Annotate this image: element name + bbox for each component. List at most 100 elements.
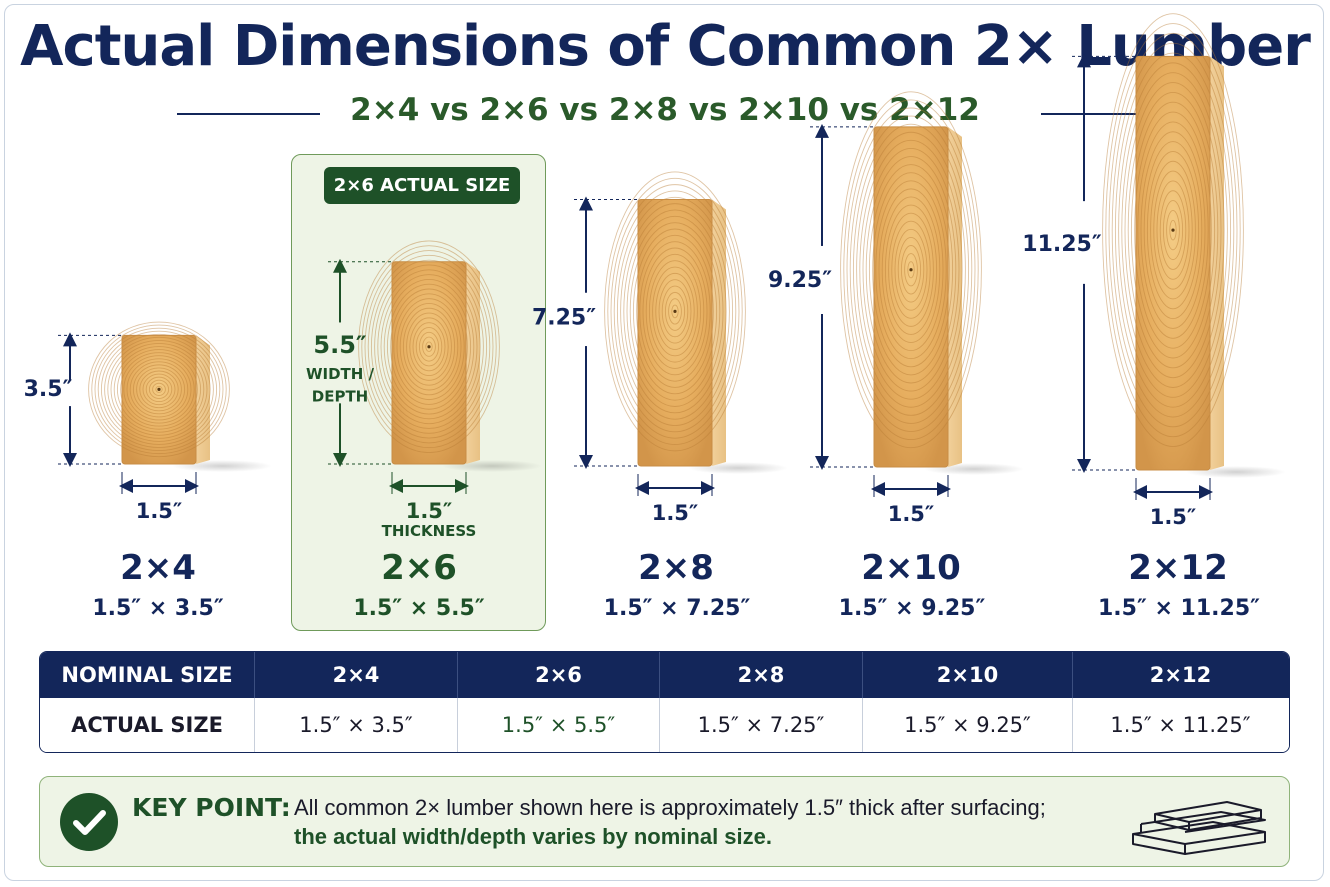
lumber-diagram: 3.5″1.5″5.5″WIDTH /DEPTH1.5″THICKNESS7.2… [24, 13, 1286, 540]
growth-ring [888, 212, 934, 327]
board-side [466, 261, 480, 464]
growth-ring [152, 382, 166, 396]
subtitle-rule-left [177, 113, 320, 115]
table-header-cell: 2×8 [660, 652, 863, 698]
growth-ring [402, 307, 456, 386]
growth-ring [868, 164, 954, 376]
height-label: 11.25″ [1022, 232, 1102, 257]
growth-ring [891, 220, 931, 319]
subtitle-rule-right [1041, 113, 1149, 115]
table-cell: 1.5″ × 11.25″ [1110, 713, 1251, 737]
key-point-text-line1: All common 2× lumber shown here is appro… [294, 795, 1046, 820]
growth-ring [856, 131, 966, 408]
growth-ring [380, 274, 478, 420]
board-end-grain [874, 126, 948, 468]
table-header-row: NOMINAL SIZE 2×4 2×6 2×8 2×10 2×12 [40, 652, 1289, 698]
growth-ring [872, 172, 950, 368]
growth-ring [132, 364, 186, 415]
growth-ring [113, 346, 205, 433]
board-size-2x4: 1.5″ × 3.5″ [92, 596, 224, 621]
table-header-label: NOMINAL SIZE [40, 652, 255, 698]
growth-ring [907, 261, 915, 279]
growth-ring [120, 352, 198, 427]
board-pith [1171, 228, 1175, 232]
growth-ring [1162, 200, 1184, 261]
table-header-cell: 2×4 [255, 652, 458, 698]
growth-ring [878, 188, 944, 352]
table-header-cell: 2×6 [458, 652, 660, 698]
table-row: ACTUAL SIZE 1.5″ × 3.5″ 1.5″ × 5.5″ 1.5″… [40, 698, 1289, 752]
board-pith [909, 268, 913, 272]
key-point-label: KEY POINT: [132, 793, 291, 822]
table-header-cell: 2×10 [863, 652, 1073, 698]
board-size-2x6: 1.5″ × 5.5″ [353, 596, 485, 621]
board-side [948, 126, 962, 468]
growth-ring [846, 107, 976, 432]
table-cell: 1.5″ × 9.25″ [863, 698, 1073, 752]
board-end-grain [1136, 56, 1210, 470]
growth-ring [881, 196, 941, 344]
growth-ring [1153, 170, 1193, 290]
growth-ring [626, 215, 724, 407]
growth-ring [139, 370, 179, 409]
table-header-cell: 2×12 [1149, 663, 1212, 687]
growth-ring [661, 285, 689, 338]
growth-ring [849, 115, 973, 424]
highlight-badge: 2×6 ACTUAL SIZE [324, 167, 520, 204]
thickness-word: THICKNESS [382, 522, 477, 540]
board-size-2x10: 1.5″ × 9.25″ [838, 596, 986, 621]
growth-ring [610, 184, 740, 439]
board-pith [427, 345, 431, 349]
board-pith [673, 309, 677, 314]
board-2x12: 11.25″ 1.5″ [1022, 13, 1286, 529]
growth-ring [100, 333, 218, 445]
page-title: Actual Dimensions of Common 2× Lumber [20, 14, 1311, 79]
growth-ring [396, 298, 462, 396]
thickness-label: 1.5″ [1150, 505, 1197, 529]
growth-ring [1130, 101, 1216, 359]
growth-ring [1114, 52, 1232, 408]
growth-ring [632, 228, 718, 395]
key-point-text-line2: the actual width/depth varies by nominal… [294, 824, 772, 849]
height-label: 9.25″ [768, 268, 832, 293]
growth-ring [155, 385, 163, 393]
growth-ring [94, 327, 224, 452]
growth-ring [136, 367, 182, 412]
width-depth-label: WIDTH / [306, 365, 375, 383]
board-end-grain [122, 335, 196, 464]
growth-ring [104, 336, 214, 442]
board-side [1210, 56, 1224, 470]
key-point-box [39, 776, 1290, 867]
size-table: NOMINAL SIZE 2×4 2×6 2×8 2×10 2×12 ACTUA… [39, 651, 1290, 753]
page-subtitle: 2×4 vs 2×6 vs 2×8 vs 2×10 vs 2×12 [350, 92, 980, 128]
growth-ring [386, 283, 472, 410]
growth-ring [97, 330, 221, 448]
growth-ring [123, 355, 195, 424]
growth-ring [91, 324, 227, 455]
growth-ring [418, 331, 440, 362]
growth-ring [1124, 82, 1222, 379]
growth-ring [148, 379, 170, 399]
growth-ring [364, 250, 494, 444]
growth-ring [1143, 141, 1203, 320]
growth-ring [415, 327, 443, 367]
growth-ring [648, 260, 702, 363]
board-outline [637, 198, 713, 467]
growth-ring [655, 272, 695, 350]
growth-ring [620, 203, 730, 420]
board-pith [157, 387, 161, 391]
growth-ring [623, 209, 727, 414]
growth-ring [1146, 150, 1200, 310]
growth-ring [129, 361, 189, 418]
board-2x6: 5.5″ WIDTH / DEPTH 1.5″THICKNESS [306, 240, 542, 540]
growth-ring [607, 177, 743, 445]
board-name-2x10: 2×10 [861, 548, 961, 588]
growth-ring [1111, 42, 1235, 418]
board-size-2x8: 1.5″ × 7.25″ [603, 596, 751, 621]
check-icon [60, 793, 118, 851]
growth-ring [107, 339, 211, 439]
growth-ring [412, 322, 446, 372]
growth-ring [88, 321, 230, 458]
growth-ring [361, 245, 497, 449]
table-cell: 1.5″ × 3.5″ [255, 698, 458, 752]
